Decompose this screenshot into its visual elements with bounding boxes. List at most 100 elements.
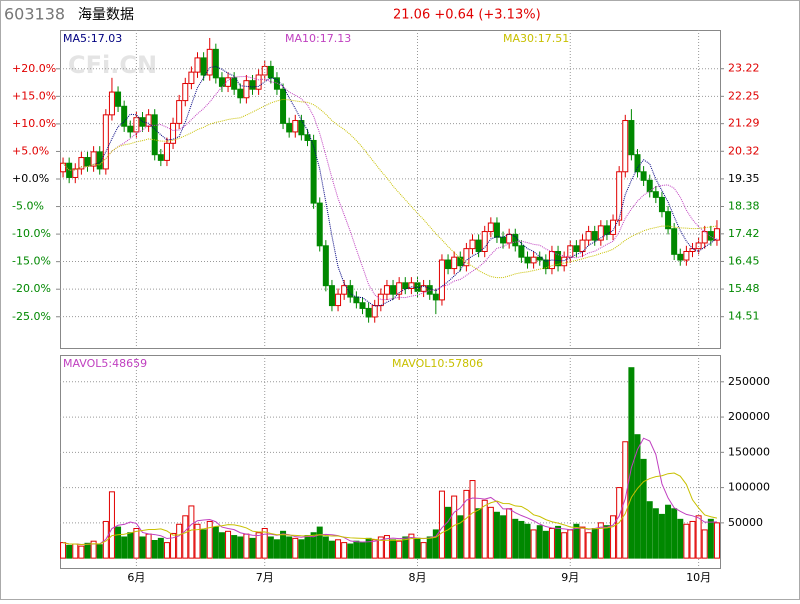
candle-body bbox=[561, 256, 568, 267]
candle-body bbox=[683, 250, 690, 261]
volume-bar bbox=[426, 536, 433, 559]
volume-bar bbox=[298, 539, 305, 559]
candle-body bbox=[487, 222, 494, 233]
candle-body bbox=[579, 239, 586, 252]
price-panel bbox=[60, 30, 721, 349]
volume-bar bbox=[176, 523, 183, 559]
volume-bar bbox=[542, 530, 549, 559]
candle-body bbox=[243, 80, 250, 99]
candle-body bbox=[585, 231, 592, 241]
candle-body bbox=[176, 100, 183, 124]
volume-bar bbox=[286, 536, 293, 559]
y-tick-label: 250000 bbox=[728, 375, 770, 388]
volume-bar bbox=[707, 518, 714, 559]
volume-bar bbox=[359, 542, 366, 559]
candle-body bbox=[108, 91, 115, 116]
volume-bar bbox=[170, 532, 177, 559]
volume-bar bbox=[683, 523, 690, 559]
volume-bar bbox=[567, 529, 574, 559]
volume-bar bbox=[182, 515, 189, 559]
volume-bar bbox=[218, 532, 225, 559]
legend-entry: MA30:17.51 bbox=[503, 32, 569, 45]
volume-bar bbox=[377, 536, 384, 559]
candle-body bbox=[225, 77, 232, 87]
candle-body bbox=[603, 225, 610, 235]
x-tick-label: 10月 bbox=[686, 571, 711, 584]
y-tick-label: 18.38 bbox=[728, 200, 760, 213]
y-tick-label: 150000 bbox=[728, 445, 770, 458]
candle-body bbox=[432, 293, 439, 301]
candle-body bbox=[237, 88, 244, 99]
volume-bar bbox=[335, 539, 342, 559]
candle-body bbox=[90, 151, 97, 167]
volume-bar bbox=[200, 529, 207, 559]
volume-bar bbox=[139, 536, 146, 559]
volume-bar bbox=[487, 506, 494, 559]
candle-body bbox=[597, 225, 604, 241]
candle-body bbox=[445, 259, 452, 270]
volume-bar bbox=[603, 525, 610, 559]
volume-bar bbox=[536, 525, 543, 559]
y-tick-label: 50000 bbox=[728, 516, 763, 529]
volume-bar bbox=[163, 542, 170, 559]
volume-bar bbox=[500, 515, 507, 559]
volume-bar bbox=[689, 520, 696, 559]
volume-bar bbox=[548, 528, 555, 559]
volume-panel bbox=[60, 355, 721, 569]
candle-body bbox=[206, 48, 213, 76]
candle-body bbox=[292, 120, 299, 133]
volume-bar bbox=[261, 528, 268, 559]
volume-bar bbox=[328, 540, 335, 559]
volume-bar bbox=[145, 533, 152, 559]
candle-body bbox=[658, 196, 665, 213]
volume-bar bbox=[634, 434, 641, 559]
candle-body bbox=[616, 171, 623, 221]
volume-bar bbox=[463, 489, 470, 559]
candle-body bbox=[652, 191, 659, 198]
candle-body bbox=[622, 120, 629, 173]
candle-body bbox=[335, 293, 342, 307]
candle-body bbox=[341, 285, 348, 295]
y-tick-label: 22.25 bbox=[728, 89, 760, 102]
x-tick-label: 6月 bbox=[127, 571, 145, 584]
volume-bar bbox=[108, 491, 115, 559]
volume-bar bbox=[591, 528, 598, 559]
candle-body bbox=[182, 83, 189, 102]
candle-body bbox=[310, 139, 317, 204]
legend-entry: MA10:17.13 bbox=[285, 32, 351, 45]
volume-bar bbox=[481, 499, 488, 559]
y2-tick-label: +10.0% bbox=[12, 117, 56, 130]
y-tick-label: 17.42 bbox=[728, 227, 760, 240]
volume-bar bbox=[237, 536, 244, 559]
candle-body bbox=[383, 285, 390, 295]
volume-bar bbox=[194, 523, 201, 559]
volume-bar bbox=[457, 515, 464, 559]
volume-bar bbox=[530, 529, 537, 559]
volume-bar bbox=[60, 542, 67, 559]
candle-body bbox=[438, 259, 445, 301]
legend-entry: MAVOL5:48659 bbox=[63, 357, 147, 370]
candle-body bbox=[610, 219, 617, 235]
candle-body bbox=[151, 114, 158, 156]
candle-body bbox=[365, 307, 372, 318]
volume-bar bbox=[212, 526, 219, 559]
y2-tick-label: -20.0% bbox=[12, 282, 51, 295]
candle-body bbox=[628, 120, 635, 156]
volume-bar bbox=[701, 529, 708, 559]
candle-body bbox=[286, 122, 293, 133]
volume-bar bbox=[713, 522, 720, 559]
volume-bar bbox=[304, 535, 311, 559]
candle-body bbox=[121, 105, 128, 127]
volume-bar bbox=[408, 533, 415, 559]
candle-body bbox=[200, 57, 207, 76]
candle-body bbox=[66, 162, 73, 178]
volume-bar bbox=[96, 544, 103, 559]
candle-body bbox=[212, 48, 219, 79]
volume-bar bbox=[255, 532, 262, 559]
y-tick-label: 100000 bbox=[728, 481, 770, 494]
candle-body bbox=[457, 256, 464, 267]
volume-bar bbox=[78, 545, 85, 559]
volume-bar bbox=[243, 533, 250, 559]
volume-bar bbox=[390, 539, 397, 559]
